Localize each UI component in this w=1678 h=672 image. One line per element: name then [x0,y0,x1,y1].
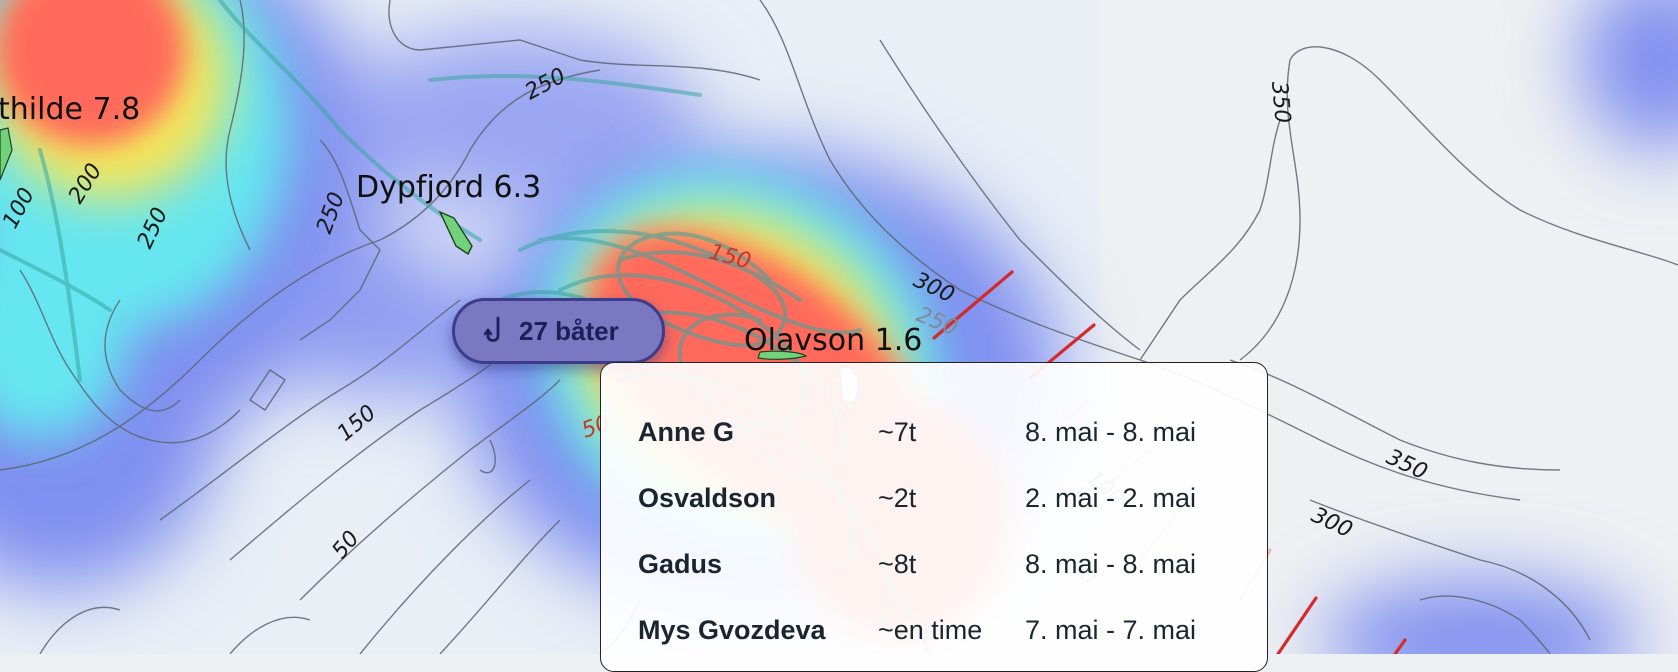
vessel-dates: 2. mai - 2. mai [1025,482,1197,513]
place-label[interactable]: Dypfjord 6.3 [356,170,542,205]
vessel-name: Mys Gvozdeva [638,614,826,645]
vessel-row[interactable]: Osvaldson ~2t 2. mai - 2. mai [638,465,1267,531]
dypfjord-marker [438,210,473,256]
vessel-count-badge[interactable]: 27 båter [452,298,665,364]
vessel-duration: ~en time [878,614,983,645]
depth-contours [0,0,1678,654]
place-label[interactable]: Olavson 1.6 [744,323,923,358]
vessel-dates: 8. mai - 8. mai [1025,416,1197,447]
vessel-tooltip: Anne G ~7t 8. mai - 8. mai Osvaldson ~2t… [600,362,1268,672]
vessel-duration: ~2t [878,482,917,513]
vessel-dates: 8. mai - 8. mai [1025,548,1197,579]
vessel-row[interactable]: Anne G ~7t 8. mai - 8. mai [638,399,1267,465]
olavson-marker [757,350,808,360]
depth-label: 350 [1266,80,1295,124]
vessel-name: Osvaldson [638,482,777,513]
vessel-count-label: 27 båter [519,315,619,346]
vessel-duration: ~7t [878,416,917,447]
hook-icon [483,316,500,342]
vessel-row[interactable]: Mys Gvozdeva ~en time 7. mai - 7. mai [638,597,1267,663]
vessel-dates: 7. mai - 7. mai [1025,614,1197,645]
vessel-name: Anne G [638,416,735,447]
vessel-row[interactable]: Gadus ~8t 8. mai - 8. mai [638,531,1267,597]
place-label[interactable]: thilde 7.8 [0,92,141,127]
vessel-name: Gadus [638,548,723,579]
fishing-heatmap-map[interactable]: 250 200 100 250 250 300 150 50 150 50 25… [0,0,1678,654]
vessel-duration: ~8t [878,548,917,579]
